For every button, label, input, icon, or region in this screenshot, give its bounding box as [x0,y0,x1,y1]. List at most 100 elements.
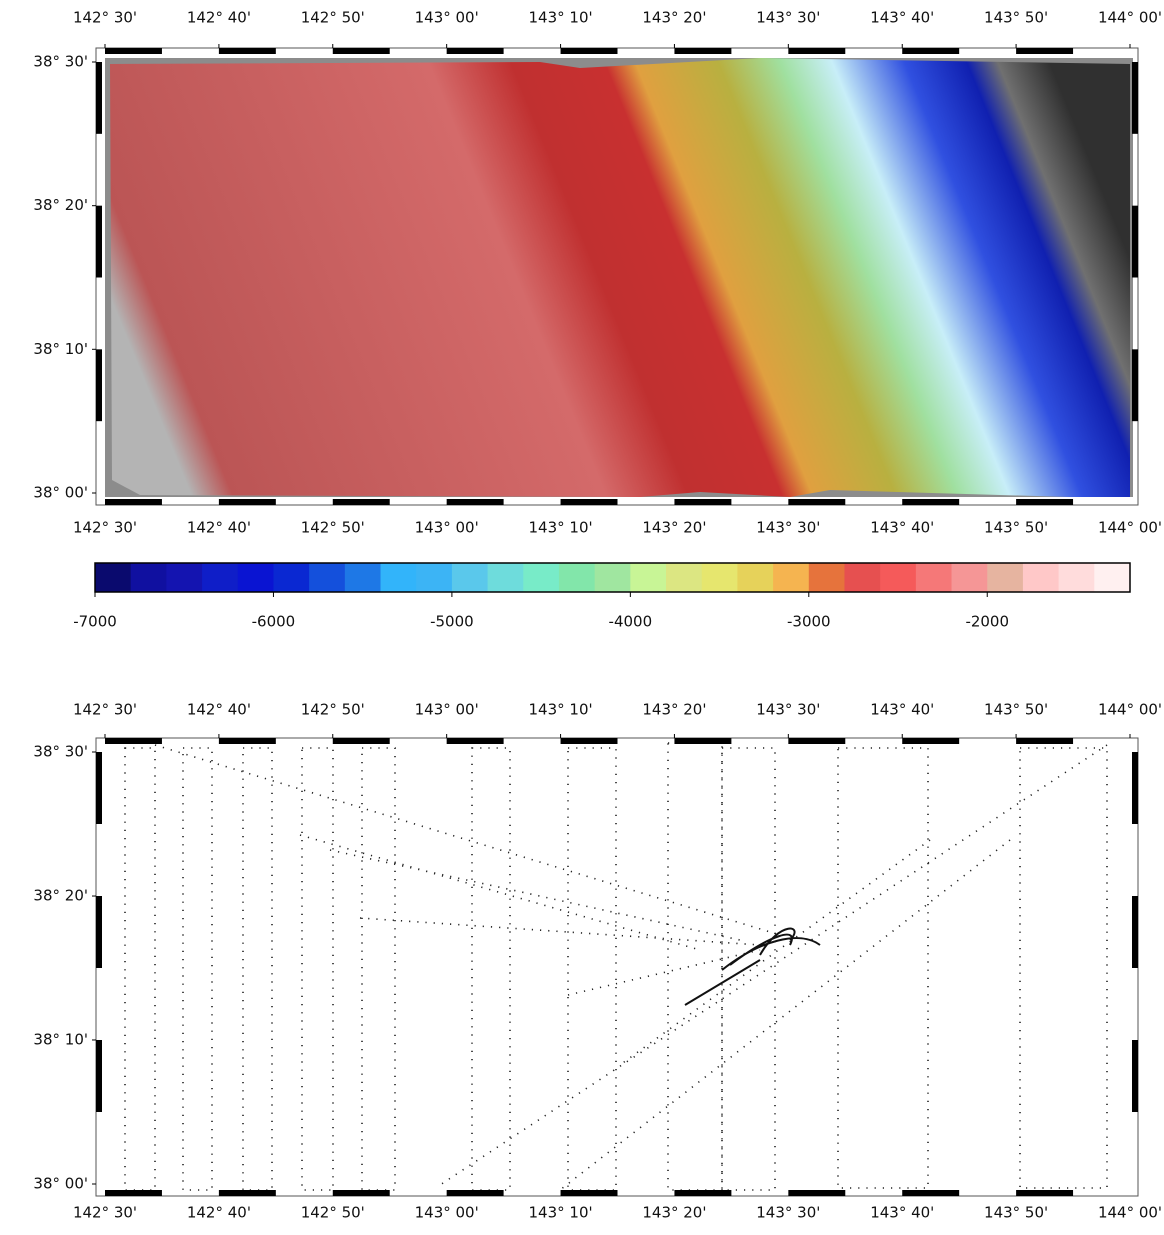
lon-tick-label: 143° 20' [642,9,706,27]
frame-segment [1132,62,1138,134]
frame-segment [902,738,959,744]
lon-tick-label: 143° 20' [642,1204,706,1222]
frame-segment [96,1040,102,1112]
frame-segment [1016,738,1073,744]
frame-segment [561,738,618,744]
lon-tick-label: 143° 50' [984,9,1048,27]
frame-segment [447,738,504,744]
frame-segment [96,206,102,278]
map-frame [96,738,1138,1196]
lon-tick-label: 142° 40' [187,701,251,719]
frame-segment [1132,752,1138,824]
colorbar-cell [131,563,167,592]
frame-segment [1132,896,1138,968]
colorbar-cell [202,563,238,592]
colorbar-tick-label: -3000 [787,613,831,631]
frame-segment [219,499,276,505]
frame-segment [96,62,102,134]
frame-segment [219,48,276,54]
lon-tick-label: 143° 20' [642,519,706,537]
lon-tick-label: 142° 50' [301,9,365,27]
frame-segment [96,349,102,421]
frame-segment [561,499,618,505]
lon-tick-label: 142° 40' [187,9,251,27]
frame-segment [219,738,276,744]
colorbar-tick-label: -4000 [609,613,653,631]
colorbar-cell [916,563,952,592]
lat-tick-label: 38° 20' [33,196,88,214]
colorbar-cell [381,563,417,592]
frame-segment [105,48,162,54]
frame-segment [333,499,390,505]
frame-segment [788,499,845,505]
lon-tick-label: 143° 30' [756,9,820,27]
lon-tick-label: 144° 00' [1098,701,1162,719]
lon-tick-label: 142° 40' [187,1204,251,1222]
frame-segment [96,896,102,968]
frame-segment [1016,1190,1073,1196]
lon-tick-label: 143° 40' [870,9,934,27]
lon-tick-label: 143° 30' [756,701,820,719]
frame-segment [902,48,959,54]
colorbar-cell [737,563,773,592]
lon-tick-label: 143° 10' [529,519,593,537]
frame-segment [674,48,731,54]
colorbar-cell [488,563,524,592]
lon-tick-label: 142° 30' [73,1204,137,1222]
colorbar-cell [880,563,916,592]
colorbar-tick-label: -5000 [430,613,474,631]
lon-tick-label: 142° 50' [301,519,365,537]
colorbar-cell [952,563,988,592]
lon-tick-label: 143° 40' [870,519,934,537]
lon-tick-label: 143° 10' [529,1204,593,1222]
lon-tick-label: 143° 40' [870,701,934,719]
colorbar-cell [595,563,631,592]
lat-tick-label: 38° 10' [33,1030,88,1048]
frame-segment [105,738,162,744]
colorbar-cell [559,563,595,592]
lon-tick-label: 143° 20' [642,701,706,719]
frame-segment [333,48,390,54]
lon-tick-label: 143° 10' [529,9,593,27]
frame-segment [105,499,162,505]
lat-tick-label: 38° 00' [33,1175,88,1193]
colorbar-cell [238,563,274,592]
colorbar-cell [809,563,845,592]
colorbar-cell [1023,563,1059,592]
colorbar-cell [844,563,880,592]
lon-tick-label: 143° 00' [415,519,479,537]
lon-tick-label: 143° 00' [415,701,479,719]
frame-segment [219,1190,276,1196]
colorbar-tick-label: -2000 [965,613,1009,631]
lon-tick-label: 143° 00' [415,9,479,27]
ship-tracks [125,743,1107,1190]
lon-tick-label: 143° 50' [984,519,1048,537]
frame-segment [788,48,845,54]
lon-tick-label: 142° 50' [301,1204,365,1222]
lat-tick-label: 38° 10' [33,340,88,358]
colorbar-cell [452,563,488,592]
frame-segment [674,499,731,505]
frame-segment [1132,206,1138,278]
frame-segment [105,1190,162,1196]
colorbar-cell [1094,563,1130,592]
lat-tick-label: 38° 30' [33,53,88,71]
lon-tick-label: 143° 10' [529,701,593,719]
lon-tick-label: 143° 50' [984,1204,1048,1222]
frame-segment [788,738,845,744]
frame-segment [561,1190,618,1196]
colorbar-tick-label: -7000 [73,613,117,631]
frame-segment [561,48,618,54]
lon-tick-label: 144° 00' [1098,519,1162,537]
lon-tick-label: 143° 00' [415,1204,479,1222]
frame-segment [674,1190,731,1196]
lon-tick-label: 144° 00' [1098,9,1162,27]
colorbar-cell [1059,563,1095,592]
frame-segment [788,1190,845,1196]
lat-tick-label: 38° 00' [33,484,88,502]
frame-segment [96,752,102,824]
lon-tick-label: 142° 50' [301,701,365,719]
frame-segment [902,499,959,505]
frame-segment [1016,499,1073,505]
lon-tick-label: 143° 40' [870,1204,934,1222]
